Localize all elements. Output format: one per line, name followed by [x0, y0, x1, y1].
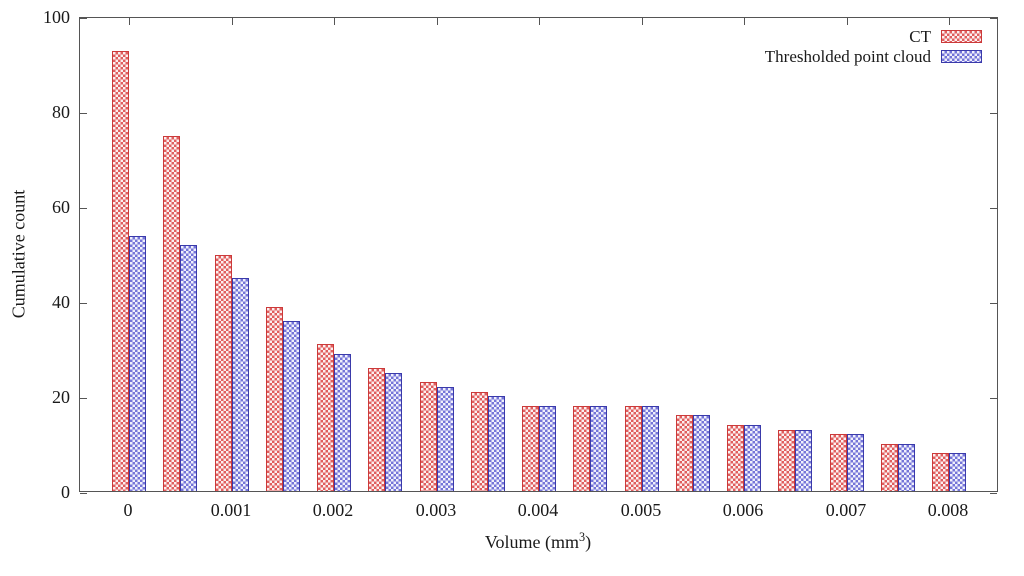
- y-tick-right: [990, 493, 997, 494]
- y-tick-label: 60: [52, 197, 70, 217]
- legend-item-thresholded-point-cloud: Thresholded point cloud: [765, 47, 982, 66]
- y-tick-label: 20: [52, 387, 70, 407]
- bar-ct: [778, 429, 795, 491]
- bar-tpc: [590, 405, 607, 491]
- y-tick-left: [80, 398, 87, 399]
- x-tick-top: [539, 18, 540, 25]
- bar-tpc: [795, 429, 812, 491]
- y-tick-label: 0: [61, 482, 70, 502]
- y-tick-right: [990, 113, 997, 114]
- x-axis-title: Volume (mm3): [484, 530, 592, 553]
- x-tick-label: 0: [123, 500, 133, 520]
- legend-swatch-thresholded-point-cloud: [941, 50, 982, 63]
- bar-tpc: [180, 245, 197, 491]
- bar-tpc: [693, 415, 710, 491]
- y-tick-left: [80, 208, 87, 209]
- x-tick-label: 0.006: [722, 500, 764, 520]
- y-tick-left: [80, 303, 87, 304]
- bar-ct: [112, 51, 129, 491]
- bar-tpc: [744, 424, 761, 491]
- x-tick-top: [437, 18, 438, 25]
- x-tick-label: 0.003: [415, 500, 457, 520]
- bar-tpc: [847, 434, 864, 491]
- bar-ct: [471, 391, 488, 491]
- x-tick-label: 0.005: [620, 500, 662, 520]
- legend: CT Thresholded point cloud: [765, 27, 982, 66]
- y-tick-right: [990, 303, 997, 304]
- bar-tpc: [488, 396, 505, 491]
- x-axis-title-superscript: 3: [579, 530, 586, 544]
- legend-item-ct: CT: [909, 27, 982, 46]
- bar-tpc: [334, 353, 351, 491]
- x-tick-label: 0.008: [927, 500, 969, 520]
- bar-ct: [830, 434, 847, 491]
- legend-label-ct: CT: [909, 26, 931, 46]
- bar-ct: [522, 405, 539, 491]
- y-tick-left: [80, 18, 87, 19]
- y-tick-label: 40: [52, 292, 70, 312]
- bar-ct: [932, 453, 949, 491]
- y-tick-right: [990, 208, 997, 209]
- x-tick-top: [949, 18, 950, 25]
- y-tick-left: [80, 493, 87, 494]
- bar-tpc: [232, 278, 249, 491]
- bar-ct: [317, 344, 334, 491]
- bar-ct: [881, 443, 898, 491]
- y-tick-label: 80: [52, 102, 70, 122]
- plot-area: CT Thresholded point cloud: [79, 17, 998, 494]
- x-tick-top: [232, 18, 233, 25]
- bar-tpc: [283, 320, 300, 491]
- y-tick-right: [990, 398, 997, 399]
- x-tick-label: 0.002: [312, 500, 354, 520]
- bar-ct: [420, 382, 437, 491]
- bar-ct: [266, 306, 283, 491]
- bar-tpc: [437, 386, 454, 491]
- x-axis-title-text: Volume (mm: [484, 532, 580, 552]
- bar-ct: [368, 368, 385, 491]
- legend-label-thresholded-point-cloud: Thresholded point cloud: [764, 46, 931, 66]
- legend-swatch-ct: [941, 30, 982, 43]
- bar-ct: [727, 424, 744, 491]
- x-tick-top: [744, 18, 745, 25]
- bar-ct: [163, 136, 180, 491]
- bar-tpc: [642, 405, 659, 491]
- bar-tpc: [129, 235, 146, 491]
- y-tick-right: [990, 18, 997, 19]
- bar-tpc: [898, 443, 915, 491]
- bar-tpc: [539, 405, 556, 491]
- x-tick-top: [642, 18, 643, 25]
- x-tick-label: 0.007: [825, 500, 867, 520]
- x-axis-title-close: ): [585, 532, 592, 552]
- y-tick-label: 100: [43, 7, 70, 27]
- bar-tpc: [949, 453, 966, 491]
- y-tick-left: [80, 113, 87, 114]
- bar-ct: [625, 405, 642, 491]
- x-tick-top: [129, 18, 130, 25]
- bar-ct: [573, 405, 590, 491]
- bar-ct: [215, 254, 232, 491]
- x-tick-top: [847, 18, 848, 25]
- x-tick-label: 0.004: [517, 500, 559, 520]
- x-tick-top: [334, 18, 335, 25]
- bar-tpc: [385, 372, 402, 491]
- x-tick-label: 0.001: [210, 500, 252, 520]
- bar-ct: [676, 415, 693, 491]
